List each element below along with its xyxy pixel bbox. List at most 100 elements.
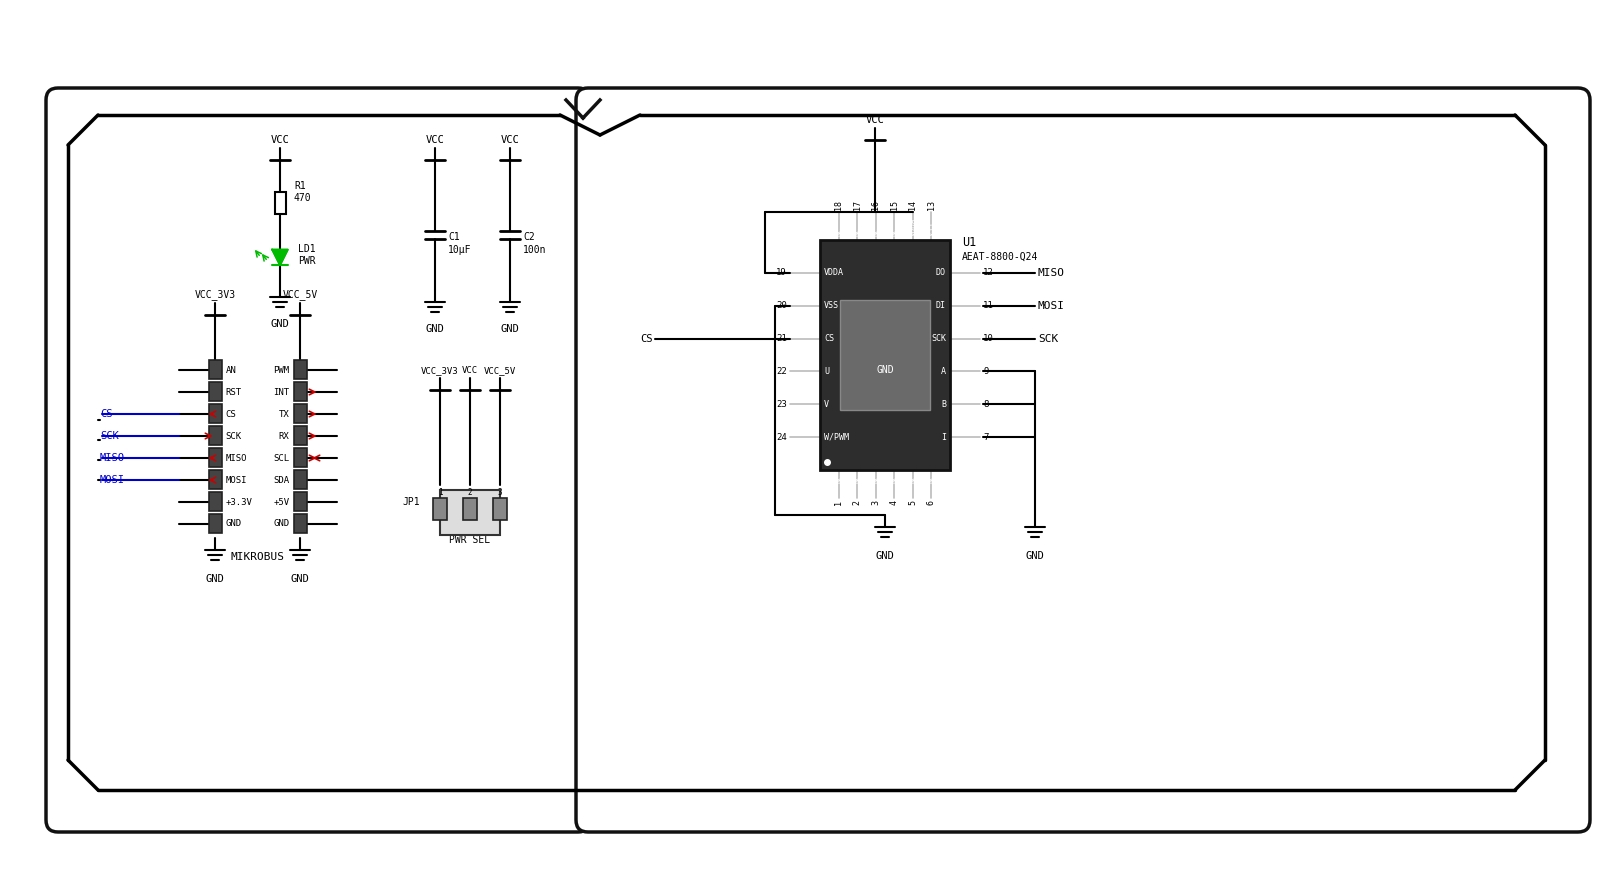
Text: R1: R1 — [294, 181, 305, 191]
Text: 4: 4 — [889, 500, 899, 505]
Text: SCK: SCK — [1038, 334, 1059, 343]
Text: LD1: LD1 — [297, 244, 315, 254]
Text: GND: GND — [876, 365, 894, 375]
Text: 1: 1 — [438, 488, 443, 497]
Text: NC: NC — [871, 474, 879, 483]
Text: VCC_5V: VCC_5V — [484, 366, 516, 375]
Text: VCC: VCC — [425, 135, 445, 145]
Polygon shape — [272, 249, 288, 266]
Text: MISO: MISO — [101, 453, 125, 463]
Text: SCK: SCK — [931, 334, 947, 343]
Text: U1: U1 — [963, 236, 977, 249]
Text: VSS: VSS — [927, 222, 935, 236]
Text: CS: CS — [225, 409, 237, 418]
Text: VCC: VCC — [865, 115, 884, 125]
Text: +3.3V: +3.3V — [225, 497, 253, 507]
Text: 17: 17 — [852, 200, 862, 210]
Bar — [208, 449, 222, 468]
Bar — [440, 490, 500, 535]
Text: 15: 15 — [889, 200, 899, 210]
Text: C2: C2 — [523, 232, 534, 242]
Bar — [433, 498, 448, 520]
Text: GND: GND — [425, 324, 445, 334]
Text: SCL: SCL — [273, 454, 289, 463]
Text: NC: NC — [889, 474, 899, 483]
Bar — [208, 404, 222, 423]
Text: NC: NC — [852, 226, 862, 236]
Text: JP1: JP1 — [403, 497, 421, 507]
Bar — [492, 498, 507, 520]
Text: AEAT-8800-Q24: AEAT-8800-Q24 — [963, 252, 1038, 262]
Text: GND: GND — [500, 324, 520, 334]
Text: NC: NC — [871, 226, 879, 236]
Text: 1: 1 — [835, 500, 843, 505]
Text: 7: 7 — [983, 433, 988, 442]
Bar — [208, 515, 222, 534]
Bar — [208, 470, 222, 490]
Text: +5V: +5V — [273, 497, 289, 507]
Text: 470: 470 — [294, 193, 312, 203]
Text: VCC: VCC — [500, 135, 520, 145]
Text: 11: 11 — [983, 301, 993, 310]
Bar — [294, 404, 307, 423]
Text: I: I — [940, 433, 947, 442]
Text: 22: 22 — [776, 367, 787, 376]
Text: 20: 20 — [776, 301, 787, 310]
Text: NC: NC — [908, 474, 918, 483]
Text: VDDA: VDDA — [823, 268, 844, 277]
Text: W/PWM: W/PWM — [823, 433, 849, 442]
Text: VDDA: VDDA — [908, 218, 918, 236]
Text: MISO: MISO — [1038, 268, 1065, 278]
Bar — [208, 427, 222, 445]
Text: MOSI: MOSI — [1038, 300, 1065, 311]
Text: 21: 21 — [776, 334, 787, 343]
Text: 24: 24 — [776, 433, 787, 442]
Text: INT: INT — [273, 388, 289, 396]
FancyBboxPatch shape — [46, 88, 590, 832]
Bar — [208, 492, 222, 511]
Text: CS: CS — [640, 334, 652, 343]
Bar — [294, 427, 307, 445]
Text: PWR: PWR — [297, 256, 315, 266]
Text: NC: NC — [927, 474, 935, 483]
Bar — [464, 498, 477, 520]
Text: GND: GND — [270, 319, 289, 329]
Text: GND: GND — [273, 519, 289, 529]
Text: CS: CS — [823, 334, 835, 343]
Text: CS: CS — [101, 409, 112, 419]
Text: NC: NC — [852, 474, 862, 483]
Text: RX: RX — [278, 431, 289, 441]
Text: 10: 10 — [983, 334, 993, 343]
Text: C1: C1 — [448, 232, 461, 242]
Text: SDA: SDA — [273, 476, 289, 484]
Text: NC: NC — [889, 226, 899, 236]
Text: V: V — [823, 400, 828, 408]
Text: 23: 23 — [776, 400, 787, 408]
Text: GND: GND — [225, 519, 241, 529]
Text: 10µF: 10µF — [448, 245, 472, 255]
Text: VCC: VCC — [270, 135, 289, 145]
Bar — [839, 300, 931, 410]
Text: 3: 3 — [497, 488, 502, 497]
Text: 14: 14 — [908, 200, 918, 210]
Bar — [294, 492, 307, 511]
Bar — [294, 470, 307, 490]
Text: B: B — [940, 400, 947, 408]
Text: 5: 5 — [908, 500, 918, 505]
Text: PWM: PWM — [273, 366, 289, 375]
Bar — [294, 382, 307, 402]
Text: 19: 19 — [776, 268, 787, 277]
Text: VCC_5V: VCC_5V — [283, 289, 318, 300]
Text: 8: 8 — [983, 400, 988, 408]
Text: 16: 16 — [871, 200, 879, 210]
Bar — [208, 361, 222, 380]
Bar — [294, 515, 307, 534]
Text: 13: 13 — [927, 200, 935, 210]
Text: 9: 9 — [983, 367, 988, 376]
Text: NC: NC — [835, 226, 843, 236]
Text: SCK: SCK — [225, 431, 241, 441]
Bar — [275, 192, 286, 213]
Text: PWR SEL: PWR SEL — [449, 535, 491, 545]
Text: 18: 18 — [835, 200, 843, 210]
Text: U: U — [823, 367, 828, 376]
